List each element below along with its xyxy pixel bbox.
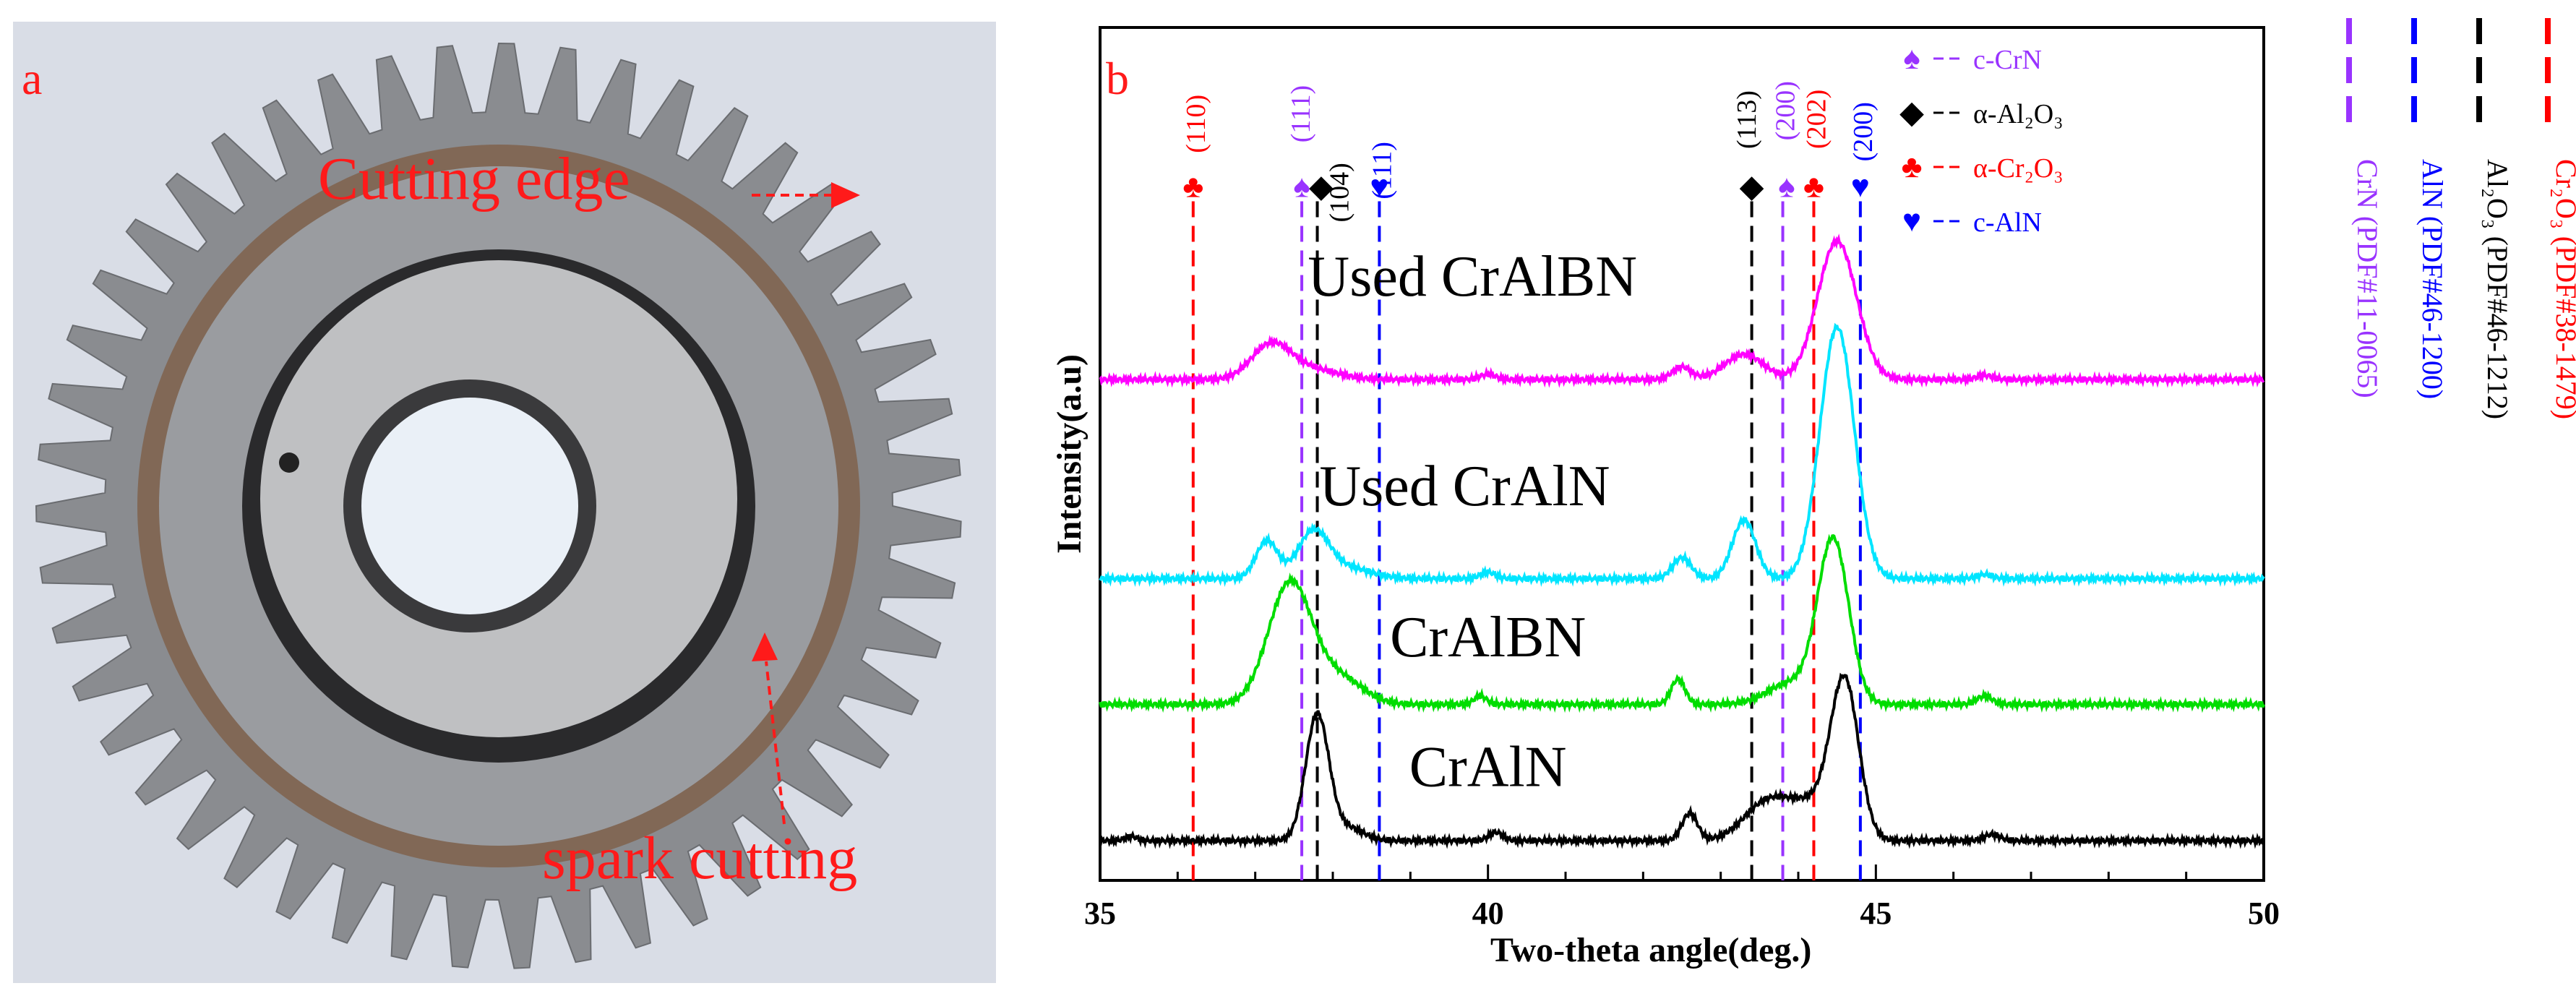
- gear-photo-panel: a Cutting edge spark cutting: [0, 0, 1034, 1000]
- phase-symbol-icon: ♣: [1803, 169, 1824, 205]
- spark-cutting-arrowhead: [752, 632, 778, 661]
- peak-label: (111): [1286, 85, 1316, 143]
- legend-symbol-icon: ♣: [1902, 149, 1923, 184]
- peak-label: (111): [1368, 142, 1398, 199]
- peak-label: (110): [1181, 95, 1211, 153]
- series-label: CrAlBN: [1390, 606, 1586, 669]
- spark-cutting-label: spark cutting: [542, 825, 857, 892]
- x-tick-label: 45: [1860, 896, 1892, 931]
- pdf-reference-legend: CrN (PDF#11-0065) AlN (PDF#46-1200) Al₂O₃ …: [2346, 18, 2576, 419]
- legend-label: α-Al₂O₃: [1973, 99, 2064, 129]
- spark-cutting-arrow: [765, 661, 786, 825]
- legend-label: c-CrN: [1973, 45, 2042, 75]
- peak-label: (113): [1732, 90, 1762, 149]
- phase-symbol-icon: ♠: [1293, 169, 1310, 205]
- pdf-legend-label: Al₂O₃ (PDF#46-1212): [2481, 159, 2514, 419]
- plot-frame: [1099, 26, 2265, 882]
- xrd-chart: b ♣ ♠◆ ♥ ◆ ♠ ♣ ♥ (110) (111)(104) (111)(113) (200…: [1050, 18, 2576, 969]
- series-label: CrAlN: [1409, 736, 1567, 799]
- legend-label: c-AlN: [1973, 207, 2042, 238]
- gear-photo: a Cutting edge spark cutting: [13, 22, 996, 983]
- legend-symbol-icon: ♠: [1903, 40, 1920, 76]
- x-tick-label: 50: [2248, 896, 2280, 931]
- phase-symbol-icon: ♠: [1778, 169, 1795, 205]
- cutting-edge-label: Cutting edge: [318, 145, 630, 213]
- x-tick-label: 35: [1084, 896, 1116, 931]
- phase-symbol-icon: ♥: [1851, 169, 1870, 205]
- data-series: [1099, 233, 2265, 849]
- series-label: Used CrAlN: [1319, 455, 1610, 518]
- phase-symbol-icon: ♥: [1370, 169, 1388, 205]
- pdf-legend-label: Cr₂O₃ (PDF#38-1479): [2550, 159, 2576, 419]
- phase-symbol-icon: ◆: [1740, 169, 1764, 205]
- phase-symbol-icon: ♣: [1182, 169, 1203, 205]
- pdf-legend-label: CrN (PDF#11-0065): [2351, 159, 2384, 398]
- panel-a-label: a: [22, 53, 42, 104]
- x-tick-label: 40: [1472, 896, 1504, 931]
- hub-hole: [279, 452, 299, 473]
- legend-symbol-icon: ◆: [1899, 95, 1924, 130]
- series-label: Used CrAlBN: [1308, 245, 1637, 309]
- pdf-legend-label: AlN (PDF#46-1200): [2416, 159, 2449, 399]
- series-line-0: [1099, 233, 2265, 388]
- series-line-3: [1099, 672, 2264, 849]
- peak-label: (200): [1771, 81, 1801, 140]
- series-labels: Used CrAlBN Used CrAlN CrAlBN CrAlN: [1308, 245, 1637, 799]
- bore-hole: [361, 398, 578, 614]
- legend-label: α-Cr₂O₃: [1973, 153, 2064, 184]
- peak-label: (202): [1802, 90, 1832, 149]
- xrd-chart-panel: b ♣ ♠ ◆ ♥ ◆ ♠ ♣ ♥ (110) (111) (104) (111) (113) (200…: [1034, 0, 2576, 1000]
- phase-legend: ♠ c-CrN ◆ α-Al₂O₃ ♣ α-Cr₂O₃ ♥ c-AlN: [1899, 40, 2063, 239]
- peak-labels: (110) (111)(104) (111)(113) (200) (202) (200): [1181, 81, 1879, 222]
- legend-symbol-icon: ♥: [1902, 203, 1921, 239]
- panel-b-label: b: [1106, 53, 1129, 104]
- y-axis-label: Intensity(a.u): [1050, 354, 1089, 554]
- x-axis: 35 40 45 50: [1084, 864, 2280, 931]
- phase-symbols: ♣ ♠◆ ♥ ◆ ♠ ♣ ♥: [1182, 169, 1870, 205]
- cutting-edge-arrowhead: [831, 182, 860, 208]
- peak-label: (200): [1848, 102, 1879, 161]
- phase-symbol-icon: ◆: [1309, 169, 1334, 205]
- x-axis-label: Two-theta angle(deg.): [1490, 931, 1811, 969]
- series-line-2: [1099, 533, 2265, 713]
- peak-label: (104): [1324, 163, 1354, 222]
- series-line-1: [1099, 322, 2265, 588]
